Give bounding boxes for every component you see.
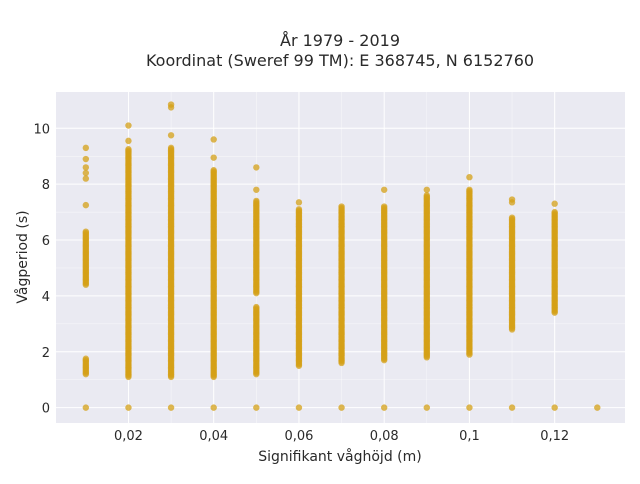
data-point — [82, 201, 90, 209]
data-point — [551, 404, 558, 411]
data-point — [253, 164, 260, 171]
data-point — [508, 196, 516, 203]
data-point — [253, 404, 260, 411]
data-point — [338, 203, 345, 210]
data-point — [380, 203, 388, 210]
data-point — [295, 199, 303, 206]
data-point — [466, 186, 473, 193]
data-point — [167, 132, 175, 139]
x-tick-label: 0,12 — [540, 429, 569, 444]
data-point — [82, 164, 90, 171]
y-axis-label: Vågperiod (s) — [14, 210, 31, 303]
x-tick-label: 0,08 — [370, 429, 399, 444]
data-point — [338, 404, 345, 411]
data-point — [423, 404, 431, 411]
data-point — [380, 186, 388, 193]
data-point — [125, 122, 132, 129]
data-point — [125, 146, 132, 153]
y-tick-label: 2 — [42, 346, 50, 361]
data-point — [466, 173, 473, 181]
x-axis-label: Signifikant våghöjd (m) — [258, 448, 421, 465]
chart-subtitle: Koordinat (Sweref 99 TM): E 368745, N 61… — [146, 51, 534, 70]
x-tick-label: 0,1 — [459, 429, 480, 444]
data-point — [167, 144, 175, 152]
x-tick-label: 0,02 — [114, 429, 143, 444]
data-point — [82, 169, 90, 177]
data-point — [380, 404, 388, 411]
y-tick-label: 4 — [42, 290, 50, 305]
data-point — [210, 154, 217, 161]
data-point — [253, 186, 260, 193]
x-tick-labels: 0,02 0,04 0,06 0,08 0,1 0,12 — [114, 429, 569, 444]
data-points — [82, 101, 601, 411]
data-point — [253, 197, 260, 205]
data-point — [167, 404, 175, 411]
data-point — [551, 200, 558, 207]
x-tick-label: 0,04 — [199, 429, 228, 444]
data-point — [125, 137, 132, 145]
data-point — [82, 355, 90, 362]
data-point — [466, 404, 473, 411]
data-point — [125, 404, 132, 411]
data-point — [594, 404, 601, 411]
data-point — [508, 404, 516, 411]
data-point — [82, 228, 90, 235]
data-point — [210, 404, 217, 411]
data-point — [82, 175, 90, 182]
y-tick-label: 6 — [42, 234, 50, 249]
data-point — [82, 155, 90, 163]
data-point — [167, 101, 175, 108]
y-tick-label: 10 — [33, 122, 50, 137]
y-tick-label: 8 — [42, 178, 50, 193]
data-point — [82, 404, 90, 411]
y-tick-label: 0 — [42, 402, 50, 417]
y-tick-labels: 0 2 4 6 8 10 — [33, 122, 50, 416]
data-point — [551, 208, 558, 216]
chart-title: År 1979 - 2019 — [280, 31, 400, 50]
data-point — [210, 136, 217, 143]
x-tick-label: 0,06 — [284, 429, 313, 444]
data-point — [82, 144, 90, 152]
data-point — [295, 206, 303, 213]
data-point — [423, 186, 431, 193]
data-point — [423, 192, 431, 199]
data-point — [210, 167, 217, 174]
data-point — [295, 404, 303, 411]
data-point — [508, 214, 516, 221]
data-point — [253, 303, 260, 311]
